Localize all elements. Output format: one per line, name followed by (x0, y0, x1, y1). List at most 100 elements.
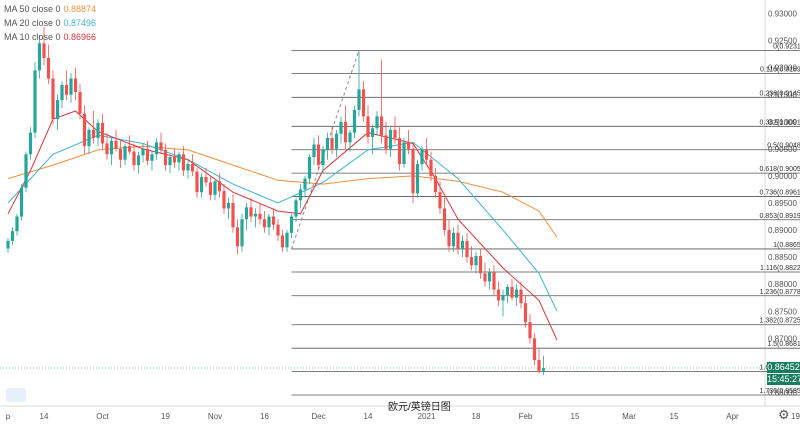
candle (375, 110, 379, 136)
candle-body (456, 232, 460, 250)
x-tick-label: 18 (472, 412, 481, 421)
tradingview-logo-icon[interactable] (6, 388, 26, 402)
candle-body (402, 142, 406, 165)
candle (73, 67, 78, 101)
candle-body (384, 135, 388, 149)
candle-body (118, 148, 123, 160)
candle (177, 151, 181, 171)
candle-body (42, 43, 46, 58)
candle (55, 94, 60, 130)
x-tick-label: 19 (161, 412, 170, 421)
candle-body (105, 143, 109, 155)
candle (415, 159, 420, 198)
candle (393, 116, 397, 144)
candle-body (181, 154, 186, 171)
candle-body (177, 154, 181, 163)
y-tick-label: 0.91000 (768, 118, 797, 127)
candle-body (321, 149, 325, 166)
candle (6, 238, 10, 253)
candle-body (285, 232, 289, 248)
candle (438, 181, 442, 214)
candle (145, 140, 150, 166)
candle (478, 249, 483, 279)
candle-body (460, 240, 465, 250)
candle-body (307, 156, 312, 179)
candle (10, 227, 15, 246)
candle-body (519, 289, 523, 304)
candle (505, 284, 510, 304)
candle-body (388, 129, 393, 149)
candle-body (496, 289, 501, 301)
candle (64, 70, 69, 101)
candle-body (69, 78, 73, 95)
candle (168, 154, 172, 174)
candle-body (397, 138, 402, 165)
candle (51, 70, 55, 125)
candle (343, 105, 348, 149)
candle (523, 295, 528, 328)
candle-body (168, 156, 172, 166)
gear-icon[interactable]: ⚙ (778, 407, 790, 422)
legend-row-ma20: MA 20 close 0 0.87496 (4, 16, 96, 30)
candle (262, 211, 267, 233)
candle (24, 151, 28, 193)
x-tick-label: 14 (40, 412, 49, 421)
candle (397, 127, 402, 171)
fib-level-label: 0.5(0.90484) (767, 143, 800, 150)
candle (141, 143, 145, 163)
candle-body (451, 232, 456, 247)
candle (235, 219, 240, 255)
candle-body (442, 208, 447, 231)
candle-body (208, 182, 213, 195)
candle (15, 213, 19, 236)
candle (100, 113, 105, 149)
candle (411, 143, 415, 203)
candle (312, 138, 316, 166)
candle-body (393, 129, 397, 139)
candle (253, 208, 258, 228)
candle-body (145, 148, 150, 161)
candle (442, 197, 447, 236)
candle-body (136, 155, 141, 166)
candle (46, 44, 51, 84)
fib-level-label: 0.116(0.91892) (760, 67, 800, 74)
candle (361, 81, 366, 122)
candle (136, 151, 141, 174)
fib-level-label: 0.736(0.89619) (760, 190, 800, 197)
legend-row-ma10: MA 10 close 0 0.86966 (4, 30, 96, 44)
candle (469, 246, 474, 271)
candle (537, 349, 541, 374)
candle (370, 124, 375, 155)
candle (109, 138, 114, 166)
x-tick-label: 16 (260, 412, 269, 421)
candle (532, 332, 537, 366)
candle (28, 127, 33, 160)
candle-body (235, 227, 240, 247)
candle (465, 232, 469, 263)
candle (195, 167, 199, 198)
y-tick-label: 0.91500 (768, 91, 797, 100)
y-tick-label: 0.90000 (768, 172, 797, 181)
candle-body (366, 116, 370, 137)
candle (258, 203, 262, 225)
x-tick-label: Nov (208, 412, 222, 421)
candle-body (501, 295, 505, 301)
candle-body (6, 240, 10, 249)
y-tick-label: 0.88000 (768, 280, 797, 289)
candle-body (109, 140, 114, 155)
candle-body (159, 142, 163, 150)
candle-body (226, 203, 231, 209)
candle (366, 105, 370, 144)
candle-body (96, 122, 100, 139)
candle-body (379, 116, 384, 136)
candle (294, 197, 298, 222)
candle-body (514, 289, 519, 298)
legend-row-ma50: MA 50 close 0 0.88874 (4, 2, 96, 16)
fib-level-label: 0.853(0.89190) (760, 213, 800, 220)
legend-label-ma10: MA 10 close 0 (4, 32, 61, 42)
candle (460, 235, 465, 258)
candle (514, 284, 519, 306)
candle-body (199, 177, 204, 193)
candle-body (204, 177, 208, 183)
